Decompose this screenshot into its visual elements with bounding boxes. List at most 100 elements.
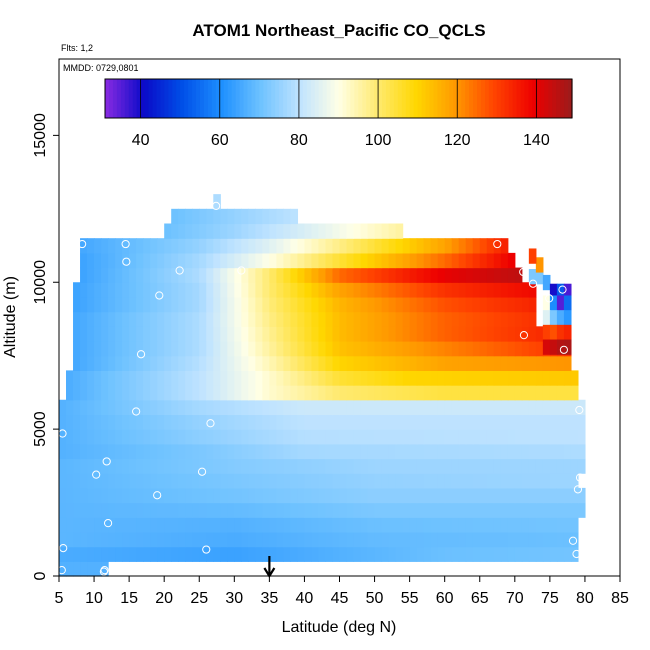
heatmap-cell (101, 282, 109, 298)
heatmap-cell (178, 546, 186, 562)
heatmap-cell (227, 311, 235, 327)
heatmap-cell (402, 238, 411, 254)
heatmap-cell (157, 355, 165, 371)
heatmap-cell (101, 443, 109, 460)
colorbar-tick-label: 40 (132, 132, 150, 149)
heatmap-cell (297, 517, 306, 533)
heatmap-cell (290, 341, 299, 357)
heatmap-cell (388, 267, 397, 283)
heatmap-cell (297, 414, 306, 430)
colorbar-swatch (291, 79, 296, 118)
heatmap-cell (108, 531, 116, 548)
heatmap-cell (360, 267, 369, 283)
heatmap-cell (479, 267, 488, 283)
heatmap-cell (227, 282, 235, 298)
heatmap-cell (276, 311, 284, 327)
heatmap-cell (199, 473, 207, 489)
heatmap-cell (206, 429, 214, 445)
heatmap-cell (311, 546, 320, 562)
colorbar-swatch (421, 79, 427, 118)
sample-point (99, 567, 108, 576)
heatmap-cell (500, 487, 509, 504)
heatmap-cell (437, 458, 446, 474)
heatmap-cell (332, 458, 341, 474)
heatmap-cell (94, 443, 102, 460)
x-tick-label: 15 (120, 590, 138, 607)
heatmap-cell (276, 208, 284, 225)
heatmap-cell (339, 341, 348, 357)
heatmap-cell (353, 487, 362, 504)
heatmap-cell (521, 341, 530, 357)
heatmap-cell (486, 370, 495, 386)
heatmap-cell (325, 238, 334, 254)
heatmap-cell (178, 296, 186, 313)
heatmap-cell (458, 429, 467, 445)
heatmap-cell (101, 399, 109, 416)
heatmap-cell (444, 546, 453, 562)
colorbar-swatch (298, 79, 304, 118)
heatmap-cell (136, 502, 144, 518)
heatmap-cell (570, 473, 579, 489)
heatmap-cell (514, 414, 523, 430)
heatmap-cell (430, 443, 439, 460)
chart-title: ATOM1 Northeast_Pacific CO_QCLS (192, 21, 485, 40)
heatmap-cell (367, 326, 376, 342)
heatmap-cell (136, 399, 144, 416)
heatmap-cell (542, 355, 551, 371)
heatmap-cell (521, 282, 530, 298)
heatmap-cell (395, 443, 404, 460)
heatmap-cell (213, 355, 221, 371)
heatmap-cell (80, 473, 88, 489)
heatmap-cell (136, 341, 144, 357)
heatmap-cell (486, 311, 495, 327)
heatmap-cell (297, 385, 306, 401)
heatmap-cell (402, 546, 411, 562)
heatmap-cell (87, 429, 95, 445)
heatmap-cell (472, 546, 481, 562)
sample-point (132, 407, 141, 416)
heatmap-cell (304, 517, 313, 533)
heatmap-cell (528, 326, 537, 342)
heatmap-cell (171, 443, 179, 460)
heatmap-cell (479, 326, 488, 342)
heatmap-cell (493, 370, 502, 386)
colorbar-swatch (215, 79, 221, 118)
heatmap-cell (549, 473, 558, 489)
heatmap-cell (549, 370, 558, 386)
heatmap-cell (514, 296, 523, 313)
heatmap-cell (521, 517, 530, 533)
heatmap-cell (213, 282, 221, 298)
heatmap-cell (472, 326, 481, 342)
heatmap-cell (472, 238, 481, 254)
colorbar-swatch (338, 79, 344, 118)
heatmap-cell (430, 355, 439, 371)
y-tick-label: 10000 (32, 260, 49, 305)
heatmap-cell (542, 531, 551, 548)
colorbar-tick-label: 140 (523, 132, 550, 149)
heatmap-cell (269, 282, 277, 298)
heatmap-cell (416, 458, 425, 474)
heatmap-cell (437, 414, 446, 430)
heatmap-cell (500, 517, 509, 533)
heatmap-cell (388, 546, 397, 562)
colorbar-swatch (496, 79, 502, 118)
heatmap-cell (311, 355, 320, 371)
heatmap-cell (129, 238, 137, 254)
heatmap-cell (220, 355, 228, 371)
heatmap-cell (185, 238, 193, 254)
heatmap-cell (255, 458, 263, 474)
heatmap-cell (416, 296, 425, 313)
heatmap-cell (248, 341, 256, 357)
x-tick-label: 50 (366, 590, 384, 607)
heatmap-cell (332, 282, 341, 298)
heatmap-cell (122, 252, 130, 269)
heatmap-cell (353, 282, 362, 298)
heatmap-cell (248, 267, 256, 283)
heatmap-cell (255, 399, 263, 416)
heatmap-cell (388, 370, 397, 386)
heatmap-cell (129, 546, 137, 562)
heatmap-cell (549, 429, 558, 445)
heatmap-cell (444, 443, 453, 460)
heatmap-cell (297, 341, 306, 357)
heatmap-cell (101, 546, 109, 562)
